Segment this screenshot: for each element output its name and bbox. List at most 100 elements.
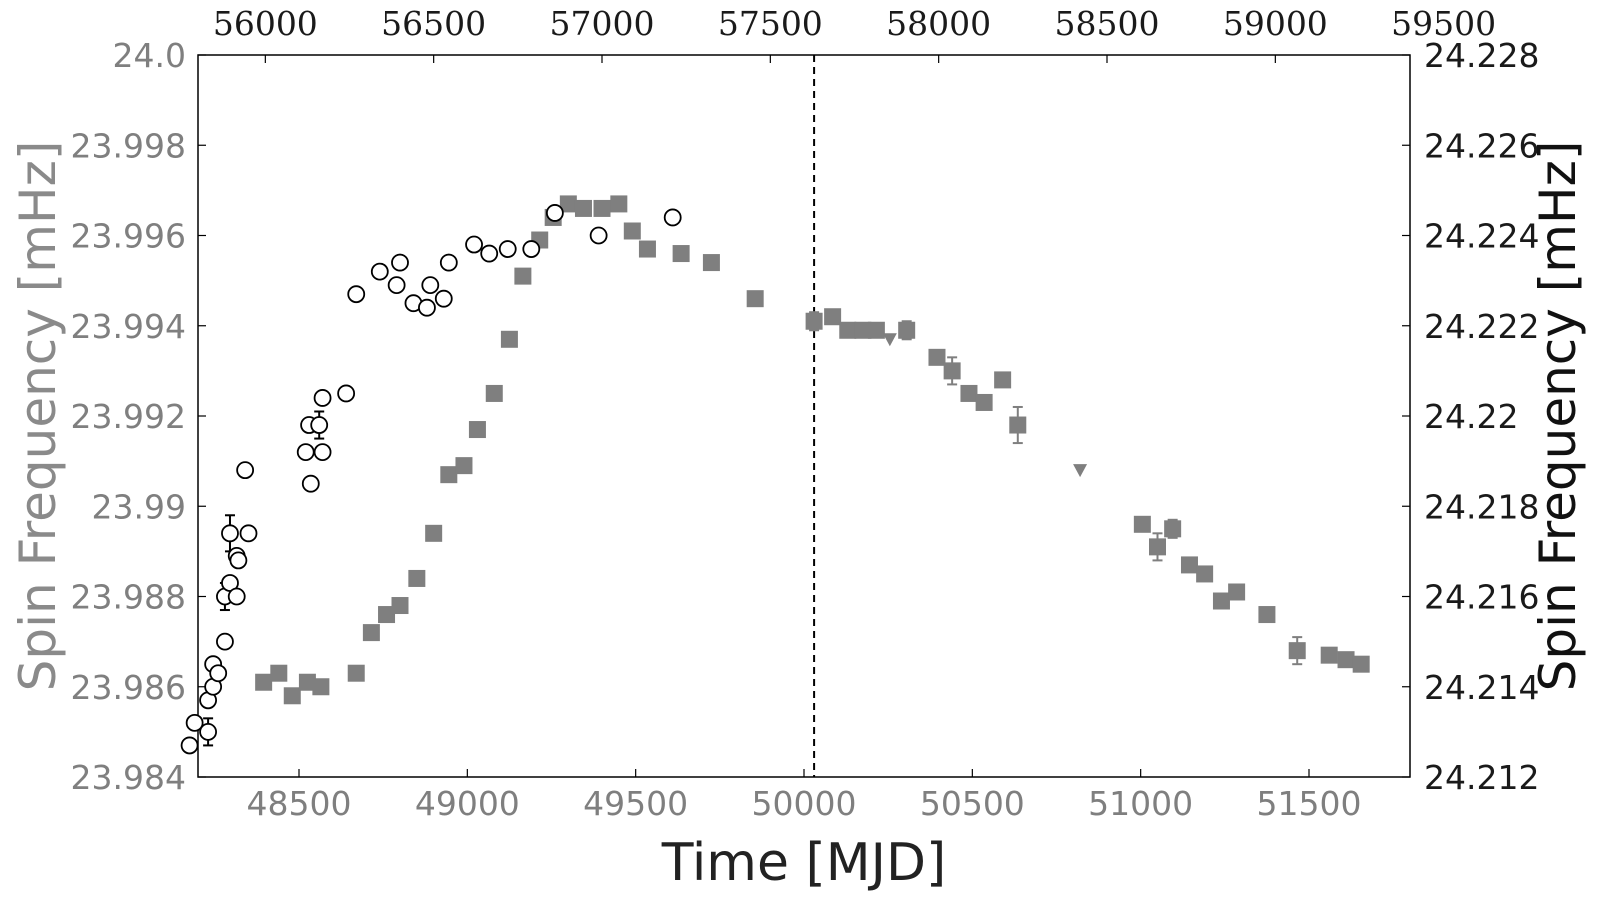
square-point bbox=[805, 312, 823, 330]
triangle-series bbox=[882, 333, 1088, 478]
triangle-point bbox=[1073, 464, 1088, 478]
y-left-tick-label: 24.0 bbox=[113, 36, 186, 75]
square-point bbox=[255, 673, 273, 691]
x-top-tick-label: 59000 bbox=[1223, 4, 1328, 43]
square-point bbox=[943, 362, 961, 380]
y-right-tick-label: 24.216 bbox=[1424, 578, 1539, 617]
x-top-tick-label: 56000 bbox=[213, 4, 318, 43]
x-bottom-tick-label: 51000 bbox=[1088, 784, 1193, 823]
square-point bbox=[440, 466, 458, 484]
square-point bbox=[928, 348, 946, 366]
circle-point bbox=[185, 713, 204, 732]
y-left-tick-label: 23.992 bbox=[71, 397, 186, 436]
square-point bbox=[408, 569, 426, 587]
square-point bbox=[283, 687, 301, 705]
square-point bbox=[468, 421, 486, 439]
x-top-tick-label: 59500 bbox=[1391, 4, 1496, 43]
square-point bbox=[960, 384, 978, 402]
circle-point bbox=[465, 235, 483, 254]
x-bottom-tick-label: 51500 bbox=[1257, 784, 1362, 823]
square-point bbox=[362, 624, 380, 642]
circle-point bbox=[227, 587, 246, 606]
square-point bbox=[898, 321, 916, 339]
circle-point bbox=[663, 208, 682, 227]
circle-point bbox=[370, 262, 389, 281]
y-right-tick-label: 24.226 bbox=[1424, 126, 1539, 165]
square-point bbox=[500, 330, 518, 348]
square-point bbox=[298, 673, 316, 691]
square-point bbox=[391, 597, 409, 615]
circle-point bbox=[310, 416, 329, 434]
square-point bbox=[1288, 642, 1306, 660]
circle-point bbox=[418, 298, 436, 317]
square-point bbox=[1009, 416, 1027, 434]
square-point bbox=[312, 678, 330, 696]
x-top-tick-label: 58000 bbox=[886, 4, 991, 43]
square-point bbox=[1320, 646, 1338, 664]
square-point bbox=[672, 245, 690, 263]
square-point bbox=[1133, 515, 1151, 533]
square-point bbox=[610, 195, 628, 213]
square-point bbox=[559, 195, 577, 213]
square-point bbox=[1228, 583, 1246, 601]
y-right-tick-label: 24.212 bbox=[1424, 758, 1539, 797]
circle-point bbox=[229, 551, 248, 570]
y-right-tick-label: 24.222 bbox=[1424, 307, 1539, 346]
circle-point bbox=[199, 722, 218, 741]
square-point bbox=[347, 664, 365, 682]
y-left-tick-label: 23.998 bbox=[71, 126, 186, 165]
x-bottom-tick-label: 50000 bbox=[752, 784, 857, 823]
circle-point bbox=[313, 389, 332, 407]
circle-point bbox=[421, 276, 440, 295]
square-point bbox=[1164, 520, 1182, 538]
circle-point bbox=[236, 461, 255, 480]
circle-point bbox=[522, 240, 541, 258]
square-point bbox=[854, 321, 872, 339]
circle-point bbox=[434, 289, 453, 308]
circle-point bbox=[301, 474, 320, 493]
circle-point bbox=[391, 253, 409, 272]
square-point bbox=[1337, 651, 1355, 669]
circle-point bbox=[480, 244, 499, 263]
square-point bbox=[593, 199, 611, 217]
circle-point bbox=[337, 384, 356, 403]
y-left-tick-label: 23.984 bbox=[71, 758, 186, 797]
square-point bbox=[1149, 538, 1166, 556]
square-point bbox=[514, 267, 532, 285]
y-axis-label-right: Spin Frequency [mHz] bbox=[1529, 141, 1587, 692]
square-point bbox=[1196, 565, 1214, 583]
square-point bbox=[485, 384, 503, 402]
x-bottom-tick-label: 50500 bbox=[920, 784, 1025, 823]
x-bottom-tick-label: 48500 bbox=[247, 784, 352, 823]
square-point bbox=[746, 290, 764, 308]
square-point bbox=[824, 308, 842, 326]
axis-ticks bbox=[198, 54, 1410, 778]
open-circle-series bbox=[180, 204, 682, 755]
y-axis-label-left: Spin Frequency [mHz] bbox=[9, 141, 67, 692]
square-point bbox=[1352, 655, 1370, 673]
square-point bbox=[702, 254, 720, 272]
square-point bbox=[994, 371, 1012, 389]
circle-point bbox=[180, 736, 199, 755]
circle-point bbox=[439, 253, 458, 272]
square-point bbox=[378, 606, 396, 624]
circle-point bbox=[498, 240, 517, 258]
square-point bbox=[623, 222, 641, 240]
y-right-tick-label: 24.218 bbox=[1424, 487, 1539, 526]
square-point bbox=[425, 524, 443, 542]
y-right-tick-label: 24.22 bbox=[1424, 397, 1518, 436]
square-point bbox=[270, 664, 288, 682]
x-bottom-tick-label: 49500 bbox=[583, 784, 688, 823]
y-left-tick-label: 23.996 bbox=[71, 217, 186, 256]
x-top-tick-label: 57500 bbox=[718, 4, 823, 43]
triangle-point bbox=[882, 333, 897, 347]
circle-point bbox=[387, 276, 406, 295]
circle-point bbox=[347, 285, 366, 304]
circle-point bbox=[209, 664, 228, 683]
circle-point bbox=[221, 524, 239, 543]
y-left-tick-label: 23.99 bbox=[92, 487, 186, 526]
x-top-tick-label: 58500 bbox=[1055, 4, 1160, 43]
x-top-tick-label: 57000 bbox=[550, 4, 655, 43]
y-right-tick-label: 24.214 bbox=[1424, 668, 1539, 707]
